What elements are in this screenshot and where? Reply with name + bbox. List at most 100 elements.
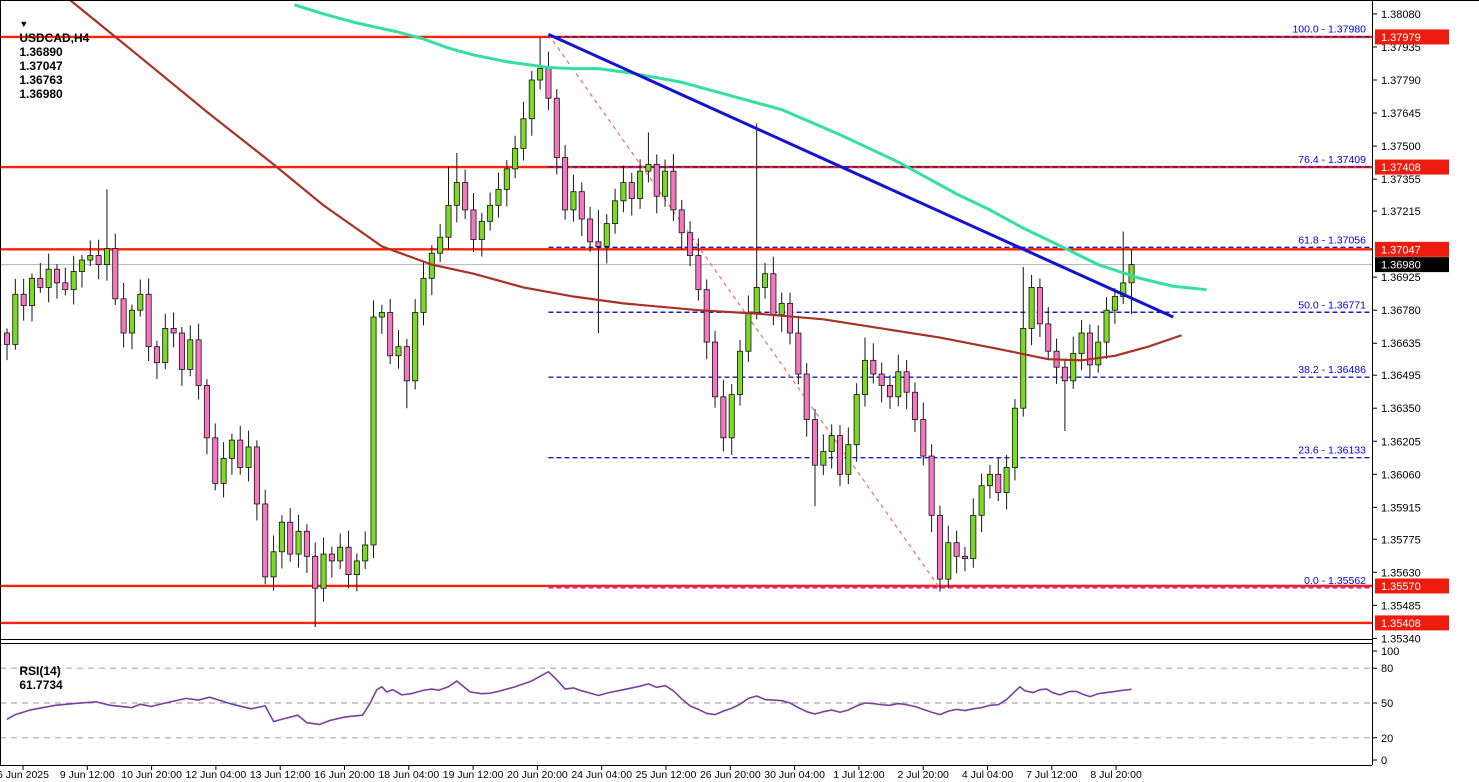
price-tick-label: 1.36635 [1381, 338, 1421, 350]
level-price-badge [1375, 615, 1449, 631]
ohlc-low: 1.36763 [19, 73, 63, 87]
price-badge-label: 1.36980 [1381, 260, 1421, 272]
bull-candle [662, 170, 669, 197]
rsi-tick-label: 100 [1381, 646, 1399, 658]
bull-candle [861, 359, 868, 395]
bear-candle [903, 371, 910, 393]
bear-candle [961, 555, 968, 560]
bull-candle [1095, 341, 1102, 366]
bull-candle [1103, 309, 1110, 343]
bear-candle [678, 209, 685, 234]
rsi-indicator-value: 61.7734 [19, 678, 63, 692]
bull-candle [945, 542, 952, 580]
time-tick-label: 19 Jun 12:00 [443, 769, 504, 781]
bull-candle [278, 521, 285, 553]
bear-candle [287, 521, 294, 555]
rsi-tick-label: 20 [1381, 733, 1393, 745]
symbol-dropdown-icon[interactable]: ▼ [19, 19, 29, 29]
rsi-tick-label: 0 [1381, 755, 1387, 767]
time-tick-label: 13 Jun 12:00 [250, 769, 311, 781]
rsi-axis: 100 80 50 20 0 [1372, 646, 1399, 767]
bear-candle [195, 339, 202, 386]
bull-candle [1011, 407, 1018, 468]
bear-candle [95, 255, 102, 266]
fib-level-label: 38.2 - 1.36486 [1298, 364, 1366, 376]
bull-candle [645, 163, 652, 172]
bull-candle [395, 346, 402, 357]
price-tick-label: 1.37355 [1381, 174, 1421, 186]
fib-level-label: 61.8 - 1.37056 [1298, 234, 1366, 246]
bull-candle [570, 191, 577, 211]
bull-candle [412, 312, 419, 382]
bull-candle [370, 316, 377, 546]
chart-header: ▼ USDCAD,H4 1.36890 1.37047 1.36763 1.36… [6, 3, 93, 115]
rsi-line [6, 670, 1132, 726]
bear-candle [237, 439, 244, 468]
bear-candle [62, 282, 69, 291]
price-axis[interactable]: 1.38080 1.37935 1.37790 1.37645 1.37500 1.373… [1372, 9, 1449, 646]
level-price-badge [1375, 241, 1449, 257]
bull-candle [503, 168, 510, 190]
bear-candle [203, 385, 210, 439]
bull-candle [978, 485, 985, 516]
bear-candle [695, 255, 702, 291]
price-badge-label: 1.37047 [1381, 244, 1421, 256]
bear-candle [595, 241, 602, 247]
bull-candle [487, 204, 494, 222]
bull-candle [1020, 328, 1027, 409]
time-tick-label: 4 Jul 04:00 [962, 769, 1014, 781]
price-pane[interactable]: 100.0 - 1.37980 76.4 - 1.37409 61.8 - 1.37… [0, 0, 1372, 628]
rsi-indicator-header: RSI(14) 61.7734 [6, 650, 68, 706]
price-badge-label: 1.35408 [1381, 618, 1421, 630]
bear-candle [812, 419, 819, 466]
fib-level-label: 100.0 - 1.37980 [1292, 24, 1366, 36]
price-badge-label: 1.37408 [1381, 162, 1421, 174]
bear-candle [770, 273, 777, 316]
price-tick-label: 1.38080 [1381, 9, 1421, 21]
bull-candle [495, 189, 502, 206]
bull-candle [612, 200, 619, 224]
bear-candle [712, 341, 719, 398]
price-tick-label: 1.37500 [1381, 141, 1421, 153]
bear-candle [170, 328, 177, 334]
bull-candle [1028, 287, 1035, 329]
rsi-pane[interactable] [0, 667, 1372, 739]
bull-candle [520, 118, 527, 149]
price-tick-label: 1.35630 [1381, 567, 1421, 579]
time-tick-label: 25 Jun 12:00 [636, 769, 697, 781]
time-tick-label: 16 Jun 20:00 [314, 769, 375, 781]
bear-candle [870, 359, 877, 375]
symbol-period-label[interactable]: USDCAD,H4 [19, 31, 90, 45]
rsi-indicator-label[interactable]: RSI(14) [19, 664, 61, 678]
time-axis[interactable]: 6 Jun 2025 9 Jun 12:00 10 Jun 20:00 12 Jun … [0, 766, 1142, 781]
bull-candle [778, 302, 785, 316]
ma-fast-line[interactable] [293, 3, 1207, 292]
bull-candle [1120, 282, 1127, 297]
bear-candle [462, 182, 469, 211]
price-tick-label: 1.37790 [1381, 75, 1421, 87]
bull-candle [362, 544, 369, 562]
bull-candle [1003, 467, 1010, 493]
fib-diagonal-line[interactable] [547, 34, 941, 589]
fib-level-label: 50.0 - 1.36771 [1298, 299, 1366, 311]
ma-slow-line[interactable] [69, 0, 1182, 362]
bear-candle [953, 542, 960, 557]
price-tick-label: 1.37935 [1381, 42, 1421, 54]
bull-candle [70, 271, 77, 291]
time-tick-label: 30 Jun 04:00 [764, 769, 825, 781]
bull-candle [12, 293, 19, 345]
level-price-badge [1375, 159, 1449, 175]
bear-candle [886, 385, 893, 398]
trend-line[interactable] [547, 33, 1174, 319]
bear-candle [328, 553, 335, 562]
bull-candle [453, 182, 460, 206]
price-tick-label: 1.36925 [1381, 272, 1421, 284]
bear-candle [670, 170, 677, 211]
price-tick-label: 1.36495 [1381, 370, 1421, 382]
time-tick-label: 1 Jul 12:00 [833, 769, 885, 781]
bear-candle [687, 232, 694, 256]
bear-candle [628, 182, 635, 199]
level-price-badge [1375, 578, 1449, 594]
bear-candle [795, 332, 802, 375]
